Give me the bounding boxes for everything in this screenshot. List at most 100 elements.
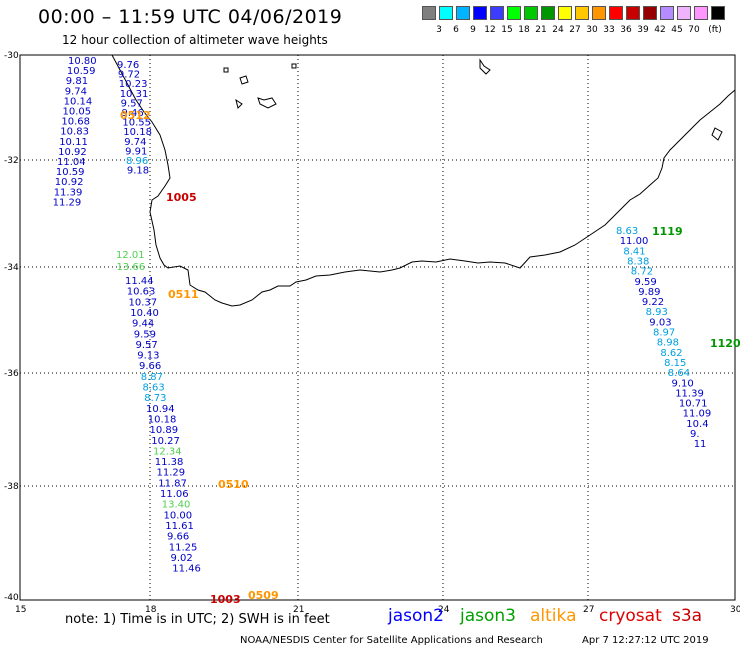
units-note: note: 1) Time is in UTC; 2) SWH is in fe…: [65, 612, 330, 627]
wave-height-value: 10.11: [59, 137, 88, 148]
scale-swatch: [592, 6, 606, 20]
wave-height-value: 11.44: [125, 276, 154, 287]
wave-height-value: 9.91: [125, 146, 147, 157]
coastline: [111, 54, 736, 307]
wave-height-value: 10.40: [130, 308, 159, 319]
wave-height-value: 10.68: [61, 117, 90, 128]
island-outline: [223, 63, 297, 109]
wave-height-value: 10.14: [64, 96, 93, 107]
pass-time-label: 0512: [120, 109, 151, 122]
scale-label: 3: [436, 25, 442, 35]
wave-height-value: 9.66: [139, 361, 161, 372]
scale-label: 21: [535, 25, 547, 35]
wave-height-value: 10.4: [686, 419, 708, 430]
wave-height-value: 10.92: [58, 147, 87, 158]
wave-height-value: 11.87: [158, 478, 187, 489]
scale-swatch: [456, 6, 470, 20]
scale-label: 36: [620, 25, 632, 35]
wave-height-value: 11.29: [157, 468, 186, 479]
wave-height-value: 10.71: [679, 399, 708, 410]
wave-height-value: 13.66: [117, 262, 146, 273]
wave-height-value: 8.73: [144, 393, 166, 404]
wave-height-value: 11.00: [620, 236, 649, 247]
wave-height-value: 10.59: [56, 167, 85, 178]
scale-swatch: [575, 6, 589, 20]
wave-height-value: 10.05: [63, 107, 92, 118]
wave-height-value: 8.72: [631, 267, 653, 278]
wave-height-value: 10.37: [129, 297, 158, 308]
scale-swatch: [660, 6, 674, 20]
wave-height-value: 11.09: [683, 409, 712, 420]
wave-height-value: 13.40: [162, 500, 191, 511]
scale-label: 45: [671, 25, 683, 35]
lat-label: -36: [4, 369, 19, 379]
wave-height-value: 10.94: [146, 404, 175, 415]
wave-height-value: 9.81: [66, 76, 88, 87]
pass-time-label: 0510: [218, 478, 249, 491]
wave-height-value: 8.38: [627, 256, 649, 267]
wave-height-value: 8.63: [143, 383, 165, 394]
lat-label: -32: [4, 156, 19, 166]
legend-item-cryosat: cryosat: [599, 606, 662, 626]
lon-label: 30: [730, 605, 740, 615]
island-outline: [257, 97, 277, 109]
wave-height-value: 11.61: [165, 521, 194, 532]
pass-time-label: 1119: [652, 225, 683, 238]
pass-time-label: 1120: [710, 337, 740, 350]
wave-height-value: 9.59: [134, 329, 156, 340]
wave-height-value: 8.15: [664, 358, 686, 369]
lon-label: 15: [15, 605, 26, 615]
wave-height-value: 8.64: [668, 368, 690, 379]
wave-height-value: 10.55: [122, 118, 151, 129]
scale-label: 39: [637, 25, 649, 35]
wave-height-value: 9.76: [117, 60, 139, 71]
scale-label: 42: [654, 25, 666, 35]
wave-height-value: 9.44: [132, 319, 154, 330]
altimeter-tracks: 10.8010.599.819.7410.1410.0510.6810.8310…: [53, 56, 712, 575]
wave-height-value: 10.31: [120, 89, 149, 100]
wave-height-value: 9.22: [642, 297, 664, 308]
wave-height-value: 11.25: [169, 542, 198, 553]
lon-label: 21: [293, 605, 304, 615]
scale-swatch: [558, 6, 572, 20]
wave-height-value: 11: [694, 439, 707, 450]
lat-label: -40: [4, 593, 19, 603]
lon-label: 18: [145, 605, 157, 615]
wave-height-value: 9.03: [649, 317, 671, 328]
wave-height-value: 11.06: [160, 489, 189, 500]
map-frame: [19, 54, 736, 601]
island-outline: [711, 127, 723, 141]
wave-height-value: 10.18: [123, 127, 152, 138]
scale-swatch: [711, 6, 725, 20]
wave-height-value: 9.74: [65, 86, 87, 97]
wave-height-value: 8.97: [653, 328, 675, 339]
wave-height-value: 10.89: [150, 425, 179, 436]
wave-height-value: 9.57: [121, 98, 143, 109]
wave-height-value: 10.23: [119, 79, 148, 90]
scale-swatch: [473, 6, 487, 20]
wave-height-value: 9.59: [635, 277, 657, 288]
wave-height-value: 8.93: [646, 307, 668, 318]
lon-label: 27: [583, 605, 594, 615]
wave-height-value: 12.01: [116, 250, 145, 261]
wave-height-value: 9.02: [171, 553, 193, 564]
scale-swatch: [643, 6, 657, 20]
scale-swatch: [439, 6, 453, 20]
scale-swatch: [626, 6, 640, 20]
scale-swatch: [524, 6, 538, 20]
wave-height-value: 9.46: [122, 108, 144, 119]
pass-time-label: 1003: [210, 593, 241, 606]
wave-height-value: 11.39: [675, 388, 704, 399]
scale-swatch: [490, 6, 504, 20]
page-title: 00:00 – 11:59 UTC 04/06/2019: [38, 6, 343, 28]
scale-label: 9: [470, 25, 476, 35]
page-subtitle: 12 hour collection of altimeter wave hei…: [62, 33, 328, 47]
lat-label: -30: [4, 51, 19, 61]
scale-label: 15: [501, 25, 513, 35]
wave-height-value: 12.34: [153, 446, 182, 457]
legend-item-altika: altika: [530, 606, 577, 626]
legend-item-jason2: jason2: [388, 606, 444, 626]
scale-swatch: [507, 6, 521, 20]
scale-label: 27: [569, 25, 581, 35]
